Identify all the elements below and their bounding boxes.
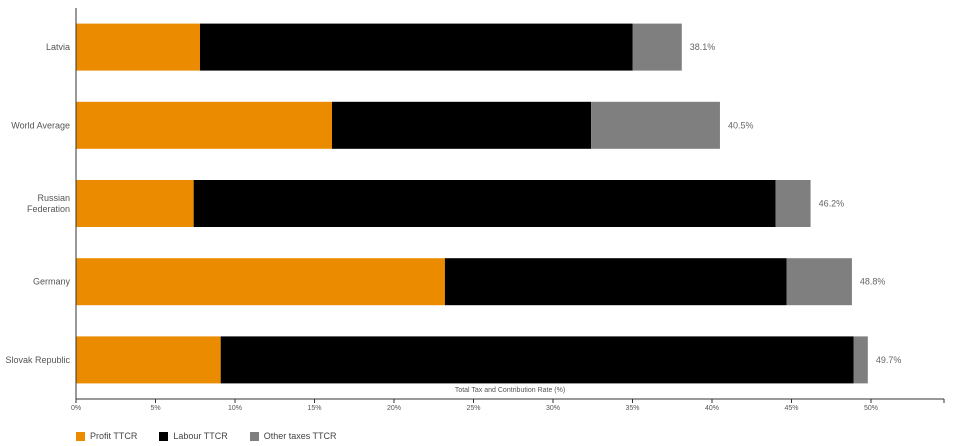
bar-slovak-republic-other-taxes-ttcr [853, 336, 868, 384]
category-label-world-average: World Average [11, 120, 70, 130]
bar-slovak-republic-profit-ttcr [76, 336, 221, 384]
legend-swatch-profit [76, 431, 85, 441]
category-label-germany: Germany [33, 277, 71, 287]
bar-latvia-profit-ttcr [76, 23, 201, 71]
category-label-slovak-republic: Slovak Republic [5, 355, 70, 365]
bar-world-average-profit-ttcr [76, 101, 332, 149]
legend-label-labour: Labour TTCR [173, 431, 228, 441]
x-tick-label: 0% [71, 405, 81, 412]
x-tick-label: 50% [864, 405, 878, 412]
bar-layer [76, 23, 868, 384]
legend-item-profit: Profit TTCR [76, 431, 137, 441]
bar-germany-other-taxes-ttcr [786, 258, 852, 306]
bar-germany-profit-ttcr [76, 258, 445, 306]
bar-latvia-other-taxes-ttcr [632, 23, 682, 71]
legend-label-other: Other taxes TTCR [263, 431, 337, 441]
x-tick-label: 5% [150, 405, 160, 412]
legend-swatch-labour [159, 431, 169, 441]
bar-world-average-other-taxes-ttcr [591, 101, 720, 149]
bar-slovak-republic-labour-ttcr [220, 336, 854, 384]
x-tick-label: 25% [466, 405, 480, 412]
x-tick-label: 45% [784, 405, 798, 412]
total-label-slovak-republic: 49.7% [876, 355, 902, 365]
x-tick-label: 30% [546, 405, 560, 412]
x-tick-label: 20% [387, 405, 401, 412]
legend: Profit TTCR Labour TTCR Other taxes TTCR [76, 431, 337, 441]
x-axis-ticks: 0% 5% 10% 15% 20% 25% 30% 35% 40% 45% 50% [71, 399, 945, 412]
total-label-russian-federation: 46.2% [819, 199, 845, 209]
category-label-latvia: Latvia [46, 42, 70, 52]
x-axis-title: Total Tax and Contribution Rate (%) [455, 387, 565, 394]
bar-russian-federation-profit-ttcr [76, 180, 194, 227]
category-labels: Latvia World Average Russian Federation Germ… [5, 42, 70, 365]
legend-item-other: Other taxes TTCR [249, 431, 337, 441]
bar-world-average-labour-ttcr [331, 101, 592, 149]
x-tick-label: 15% [307, 405, 321, 412]
bar-russian-federation-labour-ttcr [193, 180, 776, 227]
total-label-latvia: 38.1% [690, 42, 716, 52]
legend-label-profit: Profit TTCR [90, 431, 138, 441]
category-label-russian-federation: Russian Federation [27, 193, 70, 214]
x-tick-label: 40% [705, 405, 719, 412]
bar-russian-federation-other-taxes-ttcr [775, 180, 811, 227]
x-tick-label: 10% [228, 405, 242, 412]
total-labels: 38.1% 40.5% 46.2% 48.8% 49.7% [690, 42, 902, 365]
total-label-germany: 48.8% [860, 277, 886, 287]
bar-germany-labour-ttcr [444, 258, 787, 306]
total-label-world-average: 40.5% [728, 120, 754, 130]
legend-swatch-other [249, 431, 259, 441]
bar-latvia-labour-ttcr [200, 23, 633, 71]
x-tick-label: 35% [625, 405, 639, 412]
legend-item-labour: Labour TTCR [159, 431, 228, 441]
